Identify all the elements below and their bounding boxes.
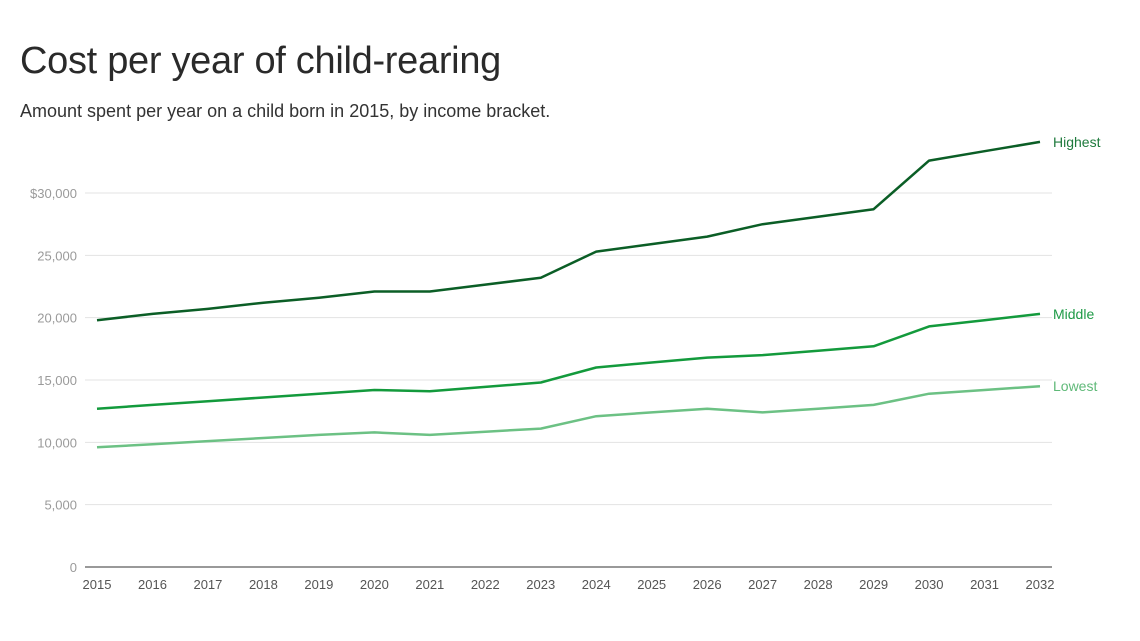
x-tick-label: 2018 xyxy=(249,577,278,592)
y-tick-label: 0 xyxy=(70,560,77,575)
x-tick-label: 2030 xyxy=(915,577,944,592)
x-tick-label: 2021 xyxy=(415,577,444,592)
y-tick-label: $30,000 xyxy=(30,186,77,201)
x-tick-label: 2025 xyxy=(637,577,666,592)
y-tick-label: 15,000 xyxy=(37,373,77,388)
x-tick-label: 2024 xyxy=(582,577,611,592)
x-tick-label: 2016 xyxy=(138,577,167,592)
series-label-middle: Middle xyxy=(1053,306,1094,322)
chart-title: Cost per year of child-rearing xyxy=(20,40,501,82)
series-line-highest xyxy=(96,140,1041,322)
y-tick-label: 25,000 xyxy=(37,248,77,263)
y-tick-label: 20,000 xyxy=(37,311,77,326)
x-tick-label: 2026 xyxy=(693,577,722,592)
x-tick-label: 2027 xyxy=(748,577,777,592)
x-tick-label: 2022 xyxy=(471,577,500,592)
x-tick-label: 2017 xyxy=(193,577,222,592)
x-tick-label: 2032 xyxy=(1026,577,1055,592)
x-tick-label: 2029 xyxy=(859,577,888,592)
y-tick-label: 10,000 xyxy=(37,435,77,450)
x-tick-label: 2031 xyxy=(970,577,999,592)
series-line-middle xyxy=(96,312,1041,410)
x-tick-label: 2028 xyxy=(804,577,833,592)
x-tick-label: 2023 xyxy=(526,577,555,592)
series-line-lowest xyxy=(96,384,1041,449)
chart-subtitle: Amount spent per year on a child born in… xyxy=(20,101,551,121)
series-label-highest: Highest xyxy=(1053,134,1101,150)
x-tick-label: 2015 xyxy=(83,577,112,592)
y-tick-label: 5,000 xyxy=(44,498,77,513)
x-tick-label: 2019 xyxy=(304,577,333,592)
x-tick-label: 2020 xyxy=(360,577,389,592)
series-label-lowest: Lowest xyxy=(1053,378,1097,394)
